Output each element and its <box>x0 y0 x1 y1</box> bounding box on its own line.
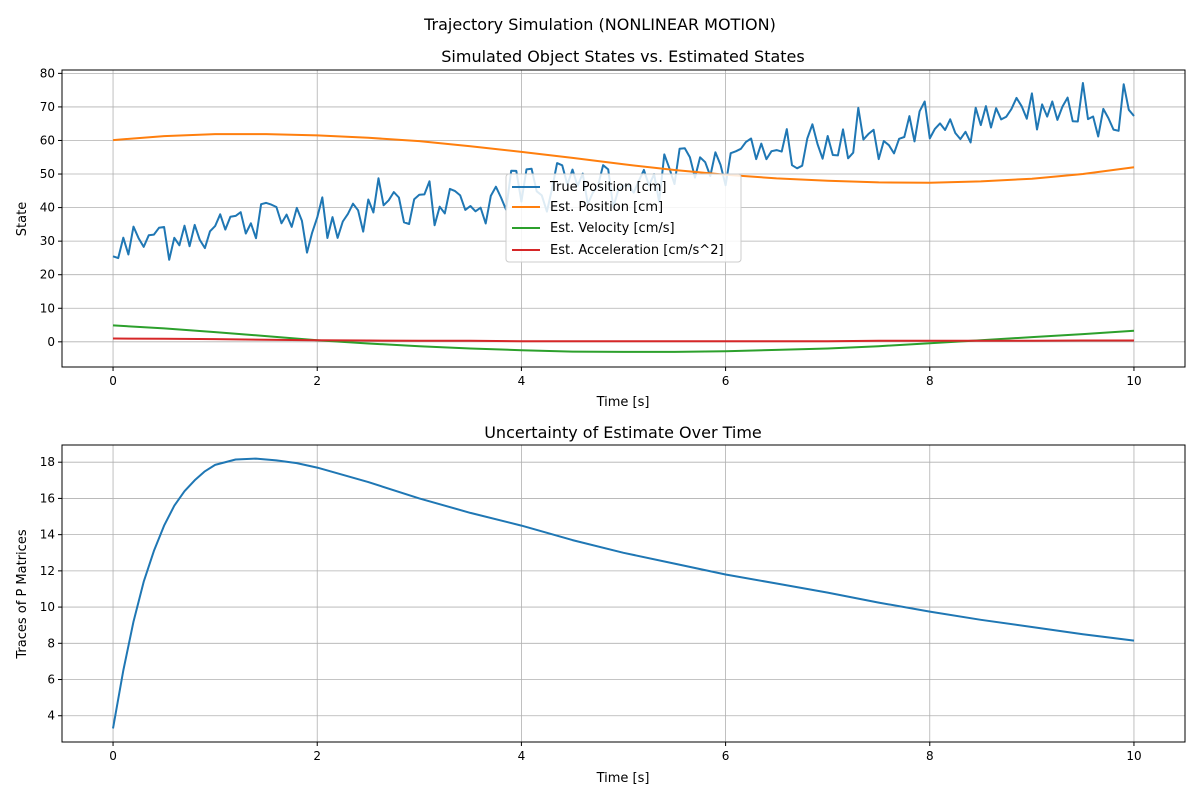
states-y-tick-label: 20 <box>40 268 55 282</box>
uncertainty-plot-frame <box>61 444 1186 743</box>
states-y-tick-label: 80 <box>40 66 55 80</box>
uncertainty-series-lines <box>112 457 1135 729</box>
legend-label-est-position: Est. Position [cm] <box>550 200 663 215</box>
uncertainty-y-tick-label: 18 <box>40 455 55 469</box>
figure-suptitle: Trajectory Simulation (NONLINEAR MOTION) <box>423 15 776 34</box>
legend-label-est-velocity: Est. Velocity [cm/s] <box>550 221 675 236</box>
states-plot-title: Simulated Object States vs. Estimated St… <box>441 47 804 66</box>
uncertainty-x-tick-label: 10 <box>1126 749 1141 763</box>
states-x-axis-label: Time [s] <box>596 395 650 410</box>
states-series-lines <box>112 82 1135 353</box>
states-y-tick-label: 0 <box>47 335 55 349</box>
uncertainty-plot-title: Uncertainty of Estimate Over Time <box>484 423 762 442</box>
states-x-tick-label: 10 <box>1126 374 1141 388</box>
states-legend: True Position [cm] Est. Position [cm] Es… <box>505 173 742 263</box>
states-x-tick-label: 6 <box>722 374 730 388</box>
states-line-est-position-cm <box>112 133 1135 184</box>
uncertainty-plot: 0 2 4 6 8 10 4 6 8 10 12 14 16 18 Uncertainty of Esti… <box>15 423 1186 786</box>
legend-label-est-acceleration: Est. Acceleration [cm/s^2] <box>550 243 724 258</box>
uncertainty-y-axis-label: Traces of P Matrices <box>15 529 30 659</box>
states-plot-frame <box>61 69 1186 368</box>
uncertainty-y-tick-label: 6 <box>47 673 55 687</box>
uncertainty-x-axis-label: Time [s] <box>596 771 650 786</box>
states-x-tick-label: 4 <box>518 374 526 388</box>
states-x-tick-label: 0 <box>109 374 117 388</box>
states-y-tick-label: 40 <box>40 201 55 215</box>
uncertainty-x-tick-label: 2 <box>313 749 321 763</box>
states-y-axis-label: State <box>15 202 30 236</box>
states-y-tick-label: 50 <box>40 167 55 181</box>
states-y-tick-label: 70 <box>40 100 55 114</box>
states-y-tick-label: 60 <box>40 133 55 147</box>
uncertainty-line-series-0 <box>112 457 1135 729</box>
legend-box <box>505 173 742 263</box>
uncertainty-grid <box>62 445 1185 742</box>
states-line-est-acceleration-cm-s-2 <box>112 337 1134 343</box>
legend-label-true-position: True Position [cm] <box>549 180 666 195</box>
uncertainty-y-tick-label: 14 <box>40 528 55 542</box>
uncertainty-x-tick-label: 8 <box>926 749 934 763</box>
states-x-tick-label: 2 <box>313 374 321 388</box>
uncertainty-x-tick-label: 0 <box>109 749 117 763</box>
uncertainty-y-tick-label: 16 <box>40 491 55 505</box>
uncertainty-axis-ticks: 0 2 4 6 8 10 4 6 8 10 12 14 16 18 <box>40 455 1142 763</box>
states-x-tick-label: 8 <box>926 374 934 388</box>
states-y-tick-label: 30 <box>40 234 55 248</box>
uncertainty-y-tick-label: 8 <box>47 636 55 650</box>
states-plot: 0 2 4 6 8 10 0 10 20 30 40 50 60 70 80 Simulated Objec… <box>15 47 1186 410</box>
uncertainty-y-tick-label: 10 <box>40 600 55 614</box>
uncertainty-y-tick-label: 12 <box>40 564 55 578</box>
uncertainty-x-tick-label: 4 <box>518 749 526 763</box>
uncertainty-y-tick-label: 4 <box>47 709 55 723</box>
states-y-tick-label: 10 <box>40 301 55 315</box>
states-axis-ticks: 0 2 4 6 8 10 0 10 20 30 40 50 60 70 80 <box>40 66 1142 388</box>
uncertainty-x-tick-label: 6 <box>722 749 730 763</box>
